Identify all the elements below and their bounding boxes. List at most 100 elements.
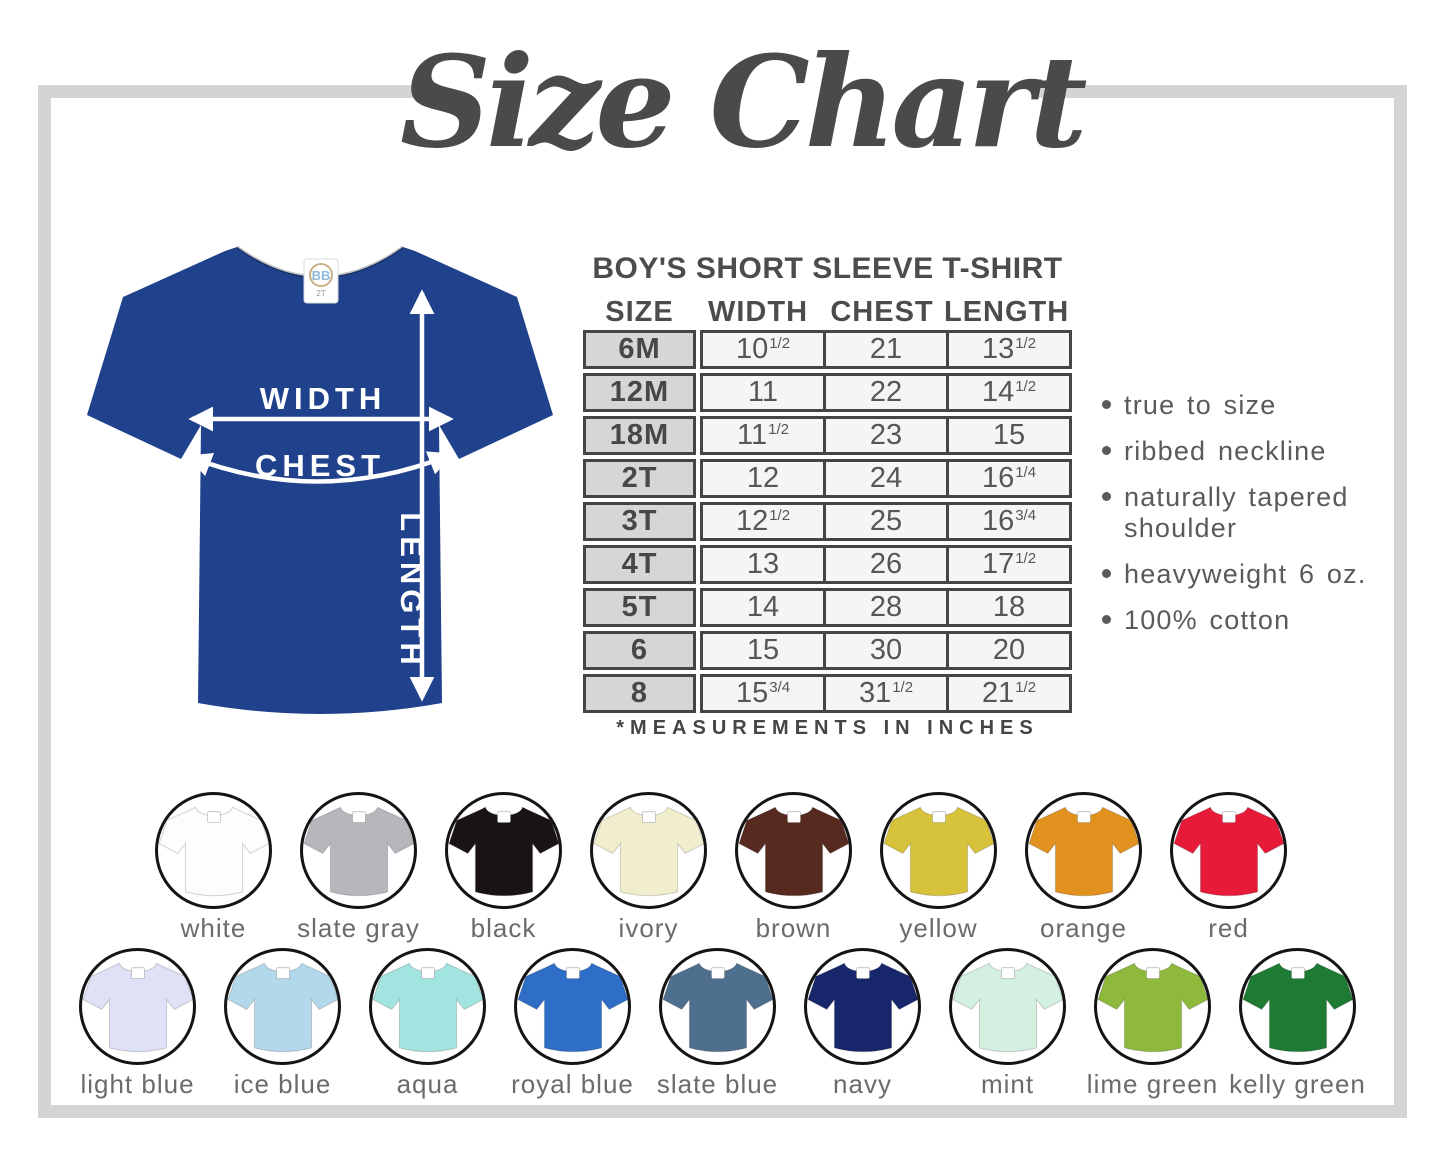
length-cell: 163/4 <box>946 505 1069 538</box>
width-cell: 14 <box>746 591 780 623</box>
swatch-label: lime green <box>1086 1069 1219 1099</box>
tee-tag <box>1145 967 1160 980</box>
tee-icon <box>807 962 918 1053</box>
color-swatch: ice blue <box>210 948 355 1100</box>
swatch-label: mint <box>980 1069 1035 1099</box>
tee-tag <box>206 811 221 824</box>
bullet-dot <box>1102 446 1111 456</box>
table-row: 3T 121/2 25 163/4 <box>583 502 1072 541</box>
tee-icon <box>448 806 559 897</box>
swatch-circle <box>1094 948 1211 1065</box>
width-cell: 15 <box>746 634 780 666</box>
swatch-label: kelly green <box>1229 1069 1366 1099</box>
feature-text: naturally tapered shoulder <box>1124 482 1349 544</box>
color-swatch: lime green <box>1080 948 1225 1100</box>
tee-tag <box>931 811 946 824</box>
tee-icon <box>82 962 193 1053</box>
row-values: 101/2 21 131/2 <box>700 330 1072 369</box>
tee-icon <box>593 806 704 897</box>
color-swatch: kelly green <box>1225 948 1370 1100</box>
tee-icon <box>1242 962 1353 1053</box>
swatch-circle <box>659 948 776 1065</box>
length-cell: 20 <box>946 634 1069 667</box>
feature-item: naturally tapered shoulder <box>1102 482 1432 544</box>
column-header-width: WIDTH <box>707 296 809 328</box>
table-row: 2T 12 24 161/4 <box>583 459 1072 498</box>
swatch-circle <box>735 792 852 909</box>
feature-item: 100% cotton <box>1102 605 1432 636</box>
tee-tag <box>351 811 366 824</box>
length-cell: 15 <box>946 419 1069 452</box>
tee-tag <box>275 967 290 980</box>
size-table: BOY'S SHORT SLEEVE T-SHIRT SIZE WIDTH CH… <box>583 252 1072 752</box>
feature-item: heavyweight 6 oz. <box>1102 559 1432 590</box>
page-title: Size Chart <box>400 28 1088 176</box>
width-cell: 111/2 <box>737 419 789 451</box>
tee-tag <box>786 811 801 824</box>
color-swatch: black <box>431 792 576 944</box>
swatch-label: light blue <box>80 1069 195 1099</box>
chest-cell: 30 <box>823 634 946 667</box>
length-cell: 141/2 <box>946 376 1069 409</box>
swatch-label: white <box>180 913 247 943</box>
features-list: true to size ribbed neckline naturally t… <box>1102 390 1432 636</box>
width-cell: 12 <box>746 462 780 494</box>
width-cell: 121/2 <box>735 505 791 537</box>
bullet-dot <box>1102 492 1111 502</box>
size-cell: 12M <box>583 373 696 412</box>
table-row: 12M 11 22 141/2 <box>583 373 1072 412</box>
swatch-circle <box>369 948 486 1065</box>
swatch-circle <box>1025 792 1142 909</box>
swatch-circle <box>300 792 417 909</box>
swatch-label: slate blue <box>656 1069 779 1099</box>
row-values: 121/2 25 163/4 <box>700 502 1072 541</box>
width-cell: 11 <box>747 376 779 408</box>
tee-icon <box>158 806 269 897</box>
column-header-chest: CHEST <box>830 296 934 328</box>
tee-icon <box>303 806 414 897</box>
chest-cell: 28 <box>823 591 946 624</box>
tee-tag <box>641 811 656 824</box>
row-values: 12 24 161/4 <box>700 459 1072 498</box>
swatch-label: brown <box>755 913 832 943</box>
swatch-label: red <box>1208 913 1249 943</box>
size-cell: 4T <box>583 545 696 584</box>
swatch-label: orange <box>1040 913 1127 943</box>
row-values: 153/4 311/2 211/2 <box>700 674 1072 713</box>
width-cell: 101/2 <box>735 333 791 365</box>
column-header-length: LENGTH <box>944 296 1070 328</box>
color-swatch: slate gray <box>286 792 431 944</box>
tee-tag <box>565 967 580 980</box>
swatch-circle <box>514 948 631 1065</box>
swatch-circle <box>804 948 921 1065</box>
tee-icon <box>372 962 483 1053</box>
tee-tag <box>130 967 145 980</box>
swatch-circle <box>155 792 272 909</box>
swatch-row-2: light blue ice blue aqua royal blue <box>65 948 1370 1100</box>
tee-icon <box>1028 806 1139 897</box>
tee-icon <box>227 962 338 1053</box>
tee-tag <box>420 967 435 980</box>
row-values: 111/2 23 15 <box>700 416 1072 455</box>
swatch-circle <box>79 948 196 1065</box>
tee-tag <box>855 967 870 980</box>
chest-cell: 21 <box>823 333 946 366</box>
feature-text: heavyweight 6 oz. <box>1124 559 1367 590</box>
shirt-diagram: BB 2T WIDTH CHEST LENGTH <box>87 245 553 714</box>
table-row: 8 153/4 311/2 211/2 <box>583 674 1072 713</box>
table-heading: BOY'S SHORT SLEEVE T-SHIRT <box>592 252 1063 285</box>
swatch-circle <box>1170 792 1287 909</box>
length-label: LENGTH <box>394 512 429 669</box>
size-cell: 2T <box>583 459 696 498</box>
table-row: 6 15 30 20 <box>583 631 1072 670</box>
swatch-label: black <box>470 913 537 943</box>
tee-tag <box>1000 967 1015 980</box>
size-cell: 5T <box>583 588 696 627</box>
feature-text: ribbed neckline <box>1124 436 1327 467</box>
bullet-dot <box>1102 569 1111 579</box>
row-values: 15 30 20 <box>700 631 1072 670</box>
length-cell: 211/2 <box>946 677 1069 710</box>
color-swatch: royal blue <box>500 948 645 1100</box>
swatch-label: ivory <box>618 913 679 943</box>
table-row: 18M 111/2 23 15 <box>583 416 1072 455</box>
